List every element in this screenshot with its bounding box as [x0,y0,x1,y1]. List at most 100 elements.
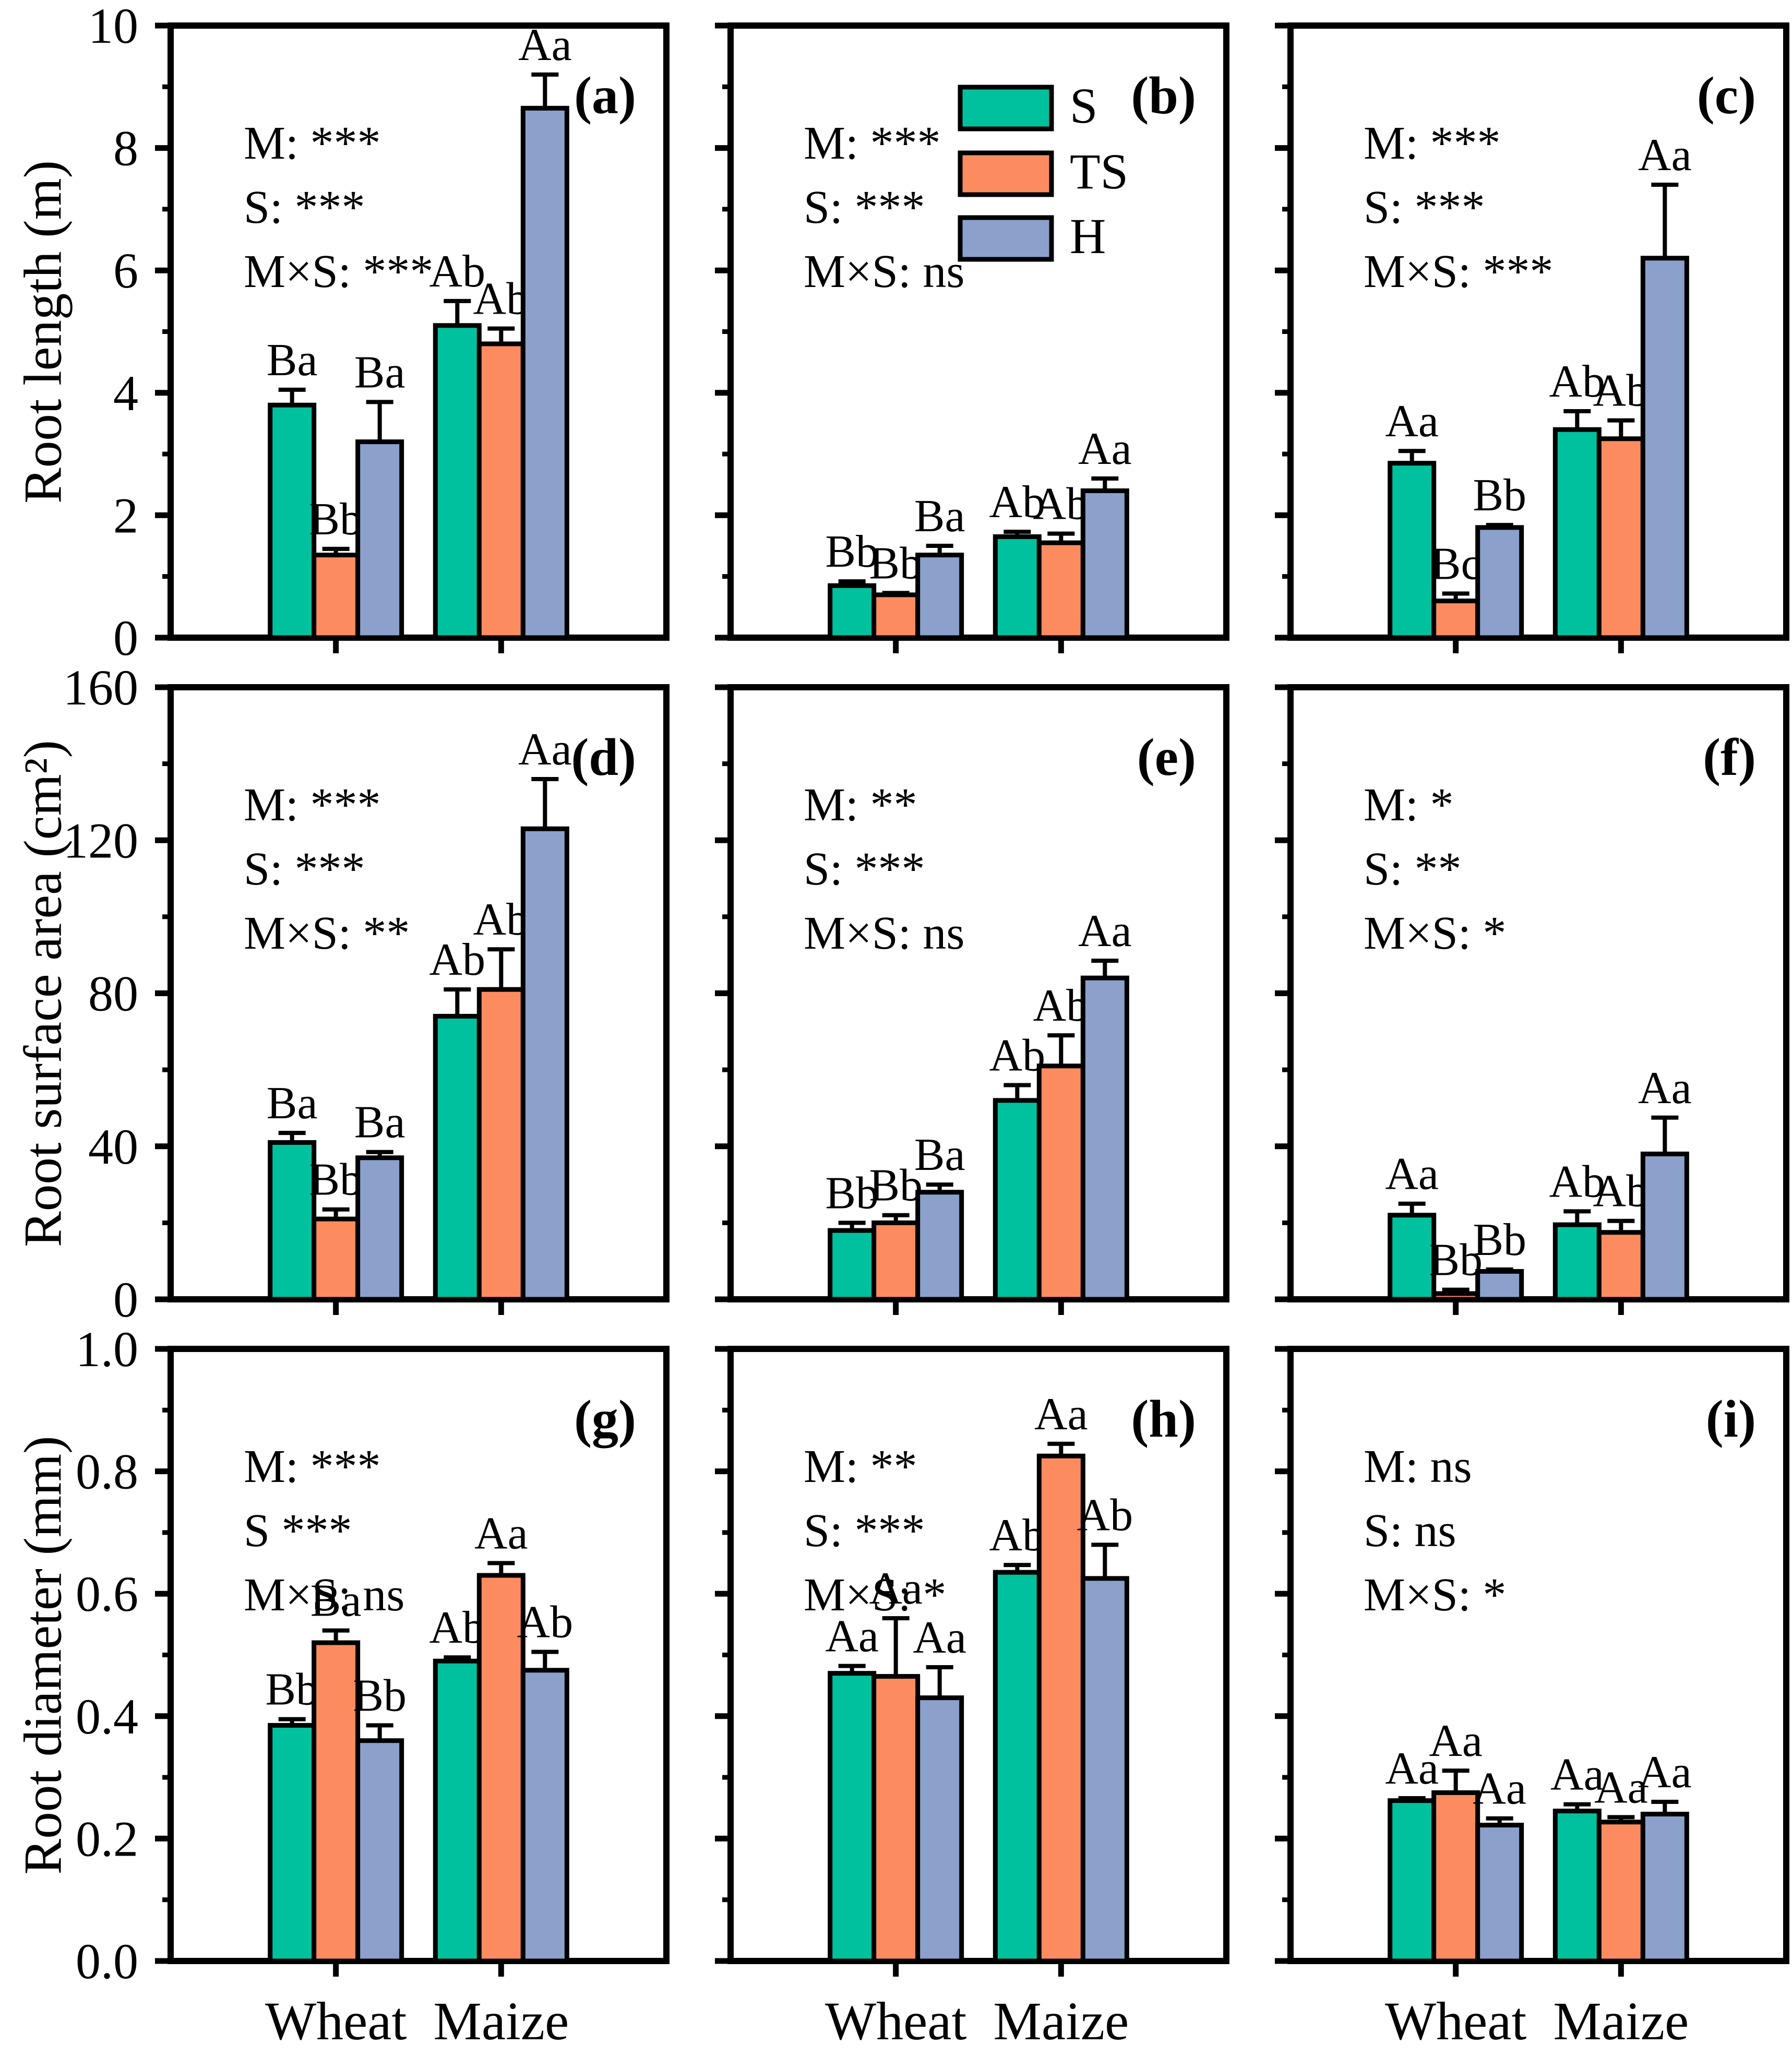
bar-wheat-S [828,1671,877,1964]
significance-letter: Aa [1473,1764,1526,1814]
significance-letter: Aa [1429,1716,1483,1766]
bar-maize-H [1080,975,1129,1302]
bar-wheat-S [268,402,317,640]
significance-letter: Ab [517,1597,574,1648]
y-tick-label: 40 [88,1119,138,1175]
significance-letter: Ab [1593,366,1650,416]
y-tick-label: 0.8 [76,1444,138,1500]
significance-letter: Aa [1078,906,1132,956]
bar-wheat-H [915,1190,964,1302]
stats-line: M×S: ns [804,246,964,297]
significance-letter: Bb [353,1670,407,1721]
significance-letter: Bb [1473,1215,1526,1265]
stats-line: M: *** [244,1441,381,1492]
bar-maize-H [1640,1811,1689,1964]
stats-line: S *** [244,1505,352,1557]
bar-wheat-H [915,553,964,640]
plot-border [1287,1346,1789,1964]
significance-letter: Aa [1550,1750,1604,1800]
y-tick-label: 10 [88,0,138,54]
significance-letter: Aa [1638,130,1692,181]
y-tick-label: 120 [63,812,138,868]
bar-wheat-S [828,1228,877,1302]
bar-wheat-H [355,439,404,640]
panel-f: Aa Ab Bb Ab Bb Aa M: * S: ** M×S: * (f) [1275,684,1789,1315]
bar-wheat-H [1475,1823,1524,1964]
bar-maize-TS [1036,1453,1085,1964]
stats-line: M: * [1364,779,1454,831]
bar-maize-S [433,1013,482,1302]
bar-maize-H [1080,1576,1129,1964]
bar-wheat-S [828,583,877,640]
y-tick-label: 4 [113,365,138,421]
significance-letter: Ba [267,1078,318,1129]
significance-letter: Ab [1033,980,1090,1031]
stats-line: M×S: ** [244,907,410,959]
bar-maize-H [1640,256,1689,640]
legend-label-TS: TS [1070,143,1128,199]
bar-maize-TS [1036,540,1085,640]
significance-letter: Bc [1430,539,1482,590]
panel-b: Bb Ab Bb Ab Ba Aa M: *** S: *** M×S: ns (b) S TS H [715,22,1229,653]
significance-letter: Aa [518,20,572,70]
significance-letter: Aa [474,1509,528,1559]
stats-line: M: *** [244,779,381,831]
x-category-label: Wheat [825,1991,966,2051]
panel-letter: (f) [1703,728,1756,787]
bar-wheat-H [1475,525,1524,640]
significance-letter: Bb [869,1161,923,1211]
y-axis-title-root-length: Root length (m) [13,160,73,504]
y-tick-label: 6 [113,243,138,298]
y-tick-label: 0.2 [76,1811,138,1867]
significance-letter: Ba [267,335,318,386]
significance-letter: Aa [1594,1762,1648,1813]
stats-line: M: *** [1364,117,1501,169]
y-axis-title-root-surface-area: Root surface area (cm²) [13,739,73,1247]
significance-letter: Aa [1638,1747,1692,1798]
plot-border [1287,22,1789,641]
significance-letter: Bb [869,538,923,589]
x-category-label: Maize [993,1991,1129,2051]
y-tick-label: 2 [113,487,138,543]
x-category-label: Wheat [265,1991,407,2051]
stats-line: S: ns [1364,1505,1456,1557]
significance-letter: Aa [1385,396,1439,447]
bar-maize-S [1552,1809,1602,1964]
stats-line: M×S: *** [244,246,433,297]
legend-swatch-H [958,215,1054,262]
bar-wheat-S [268,1723,317,1964]
significance-letter: Ab [1549,356,1606,407]
bar-wheat-S [268,1140,317,1302]
bar-wheat-TS [871,1220,921,1302]
stats-line: M×S: * [1364,907,1506,959]
significance-letter: Ab [989,1510,1046,1561]
significance-letter: Bb [825,1168,879,1218]
plot-border [168,684,670,1302]
stats-line: S: *** [804,182,925,233]
panel-letter: (b) [1131,66,1196,125]
bar-wheat-TS [312,1216,361,1302]
bar-wheat-S [1388,461,1437,640]
stats-line: S: *** [1364,182,1485,233]
bar-wheat-TS [312,553,361,640]
stats-line: S: *** [804,843,925,895]
bar-maize-TS [476,341,525,640]
bar-maize-H [1080,488,1129,640]
significance-letter: Ba [354,1097,405,1148]
panel-letter: (e) [1137,728,1196,787]
bar-wheat-TS [1431,1291,1480,1302]
y-axis-title-root-diameter: Root diameter (mm) [13,1436,73,1874]
bar-wheat-TS [871,1674,921,1964]
stats-line: M×S: ns [244,1569,404,1621]
stats-line: S: *** [804,1505,925,1557]
significance-letter: Aa [1385,1149,1439,1200]
bar-maize-S [993,534,1042,640]
panel-c: Aa Ab Bc Ab Bb Aa M: *** S: *** M×S: *** (c) [1275,22,1789,653]
stats-line: M: *** [244,117,381,169]
bar-wheat-TS [312,1640,361,1964]
significance-letter: Ba [310,1576,362,1627]
significance-letter: Bb [1429,1235,1483,1286]
bar-wheat-TS [1431,599,1480,640]
stats-line: S: *** [244,182,365,233]
